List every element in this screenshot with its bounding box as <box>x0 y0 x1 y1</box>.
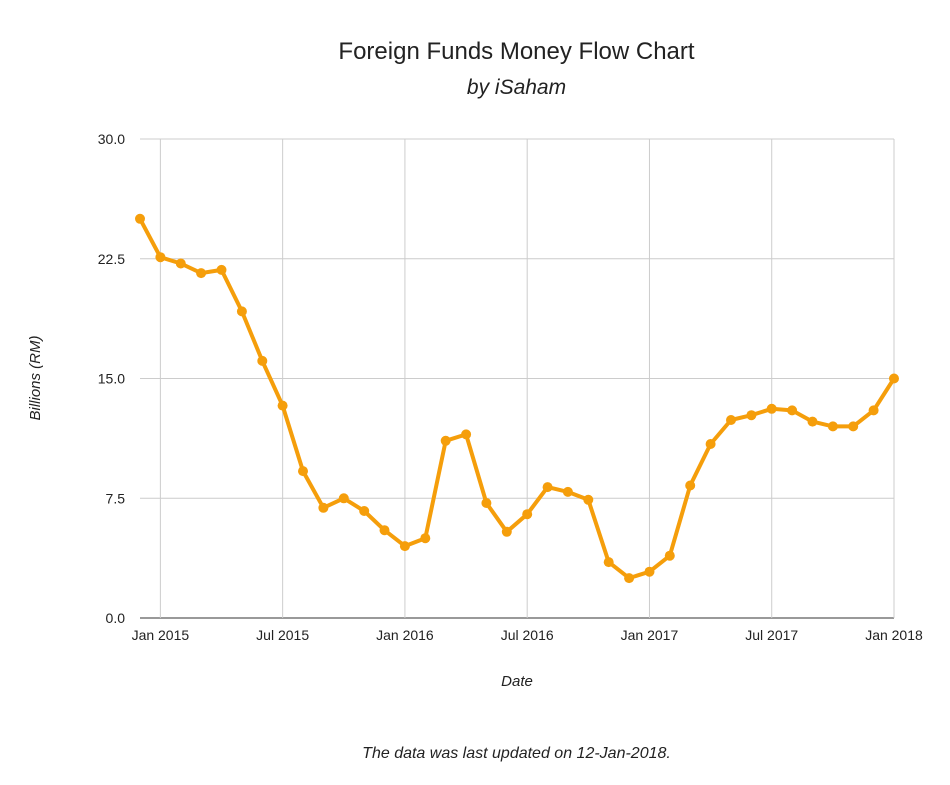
data-point <box>624 573 635 584</box>
data-point <box>175 258 186 269</box>
x-tick-label: Jul 2017 <box>745 627 798 643</box>
data-point <box>196 268 207 279</box>
data-point <box>685 480 696 491</box>
data-point <box>379 525 390 536</box>
y-axis-ticks: 0.0 7.5 15.0 22.5 30.0 <box>98 131 125 626</box>
data-point <box>399 541 410 552</box>
data-point <box>461 429 472 440</box>
y-tick-label: 22.5 <box>98 251 125 267</box>
data-point <box>236 306 247 317</box>
data-point <box>583 494 594 505</box>
data-point <box>562 486 573 497</box>
x-tick-label: Jul 2015 <box>256 627 309 643</box>
last-updated-note: The data was last updated on 12-Jan-2018… <box>362 745 671 762</box>
y-axis-label: Billions (RM) <box>27 335 44 420</box>
data-point <box>257 355 268 366</box>
x-tick-label: Jan 2018 <box>865 627 923 643</box>
y-tick-label: 15.0 <box>98 371 125 387</box>
series-line <box>138 216 896 581</box>
data-point <box>155 252 166 263</box>
series-layer <box>135 213 899 584</box>
data-point <box>522 509 533 520</box>
x-tick-label: Jan 2016 <box>376 627 434 643</box>
data-point <box>787 405 798 416</box>
y-tick-label: 30.0 <box>98 131 125 147</box>
grid-lines <box>140 138 895 619</box>
data-point <box>277 400 288 411</box>
data-point <box>318 502 329 513</box>
data-point <box>440 435 451 446</box>
x-tick-label: Jan 2015 <box>132 627 190 643</box>
x-axis-label: Date <box>501 673 533 690</box>
data-point <box>746 410 757 421</box>
x-tick-label: Jan 2017 <box>621 627 679 643</box>
data-point <box>216 264 227 275</box>
data-point <box>135 213 145 224</box>
data-point <box>420 533 431 544</box>
data-point <box>603 557 614 568</box>
data-point <box>481 498 492 508</box>
y-tick-label: 0.0 <box>106 610 126 626</box>
data-point <box>889 373 899 384</box>
x-tick-label: Jul 2016 <box>501 627 554 643</box>
data-point <box>827 421 838 432</box>
chart-subtitle: by iSaham <box>466 76 567 99</box>
data-point <box>868 405 879 416</box>
y-tick-label: 7.5 <box>106 490 126 506</box>
data-point <box>726 415 736 425</box>
data-point <box>664 550 675 561</box>
data-point <box>359 506 370 516</box>
data-point <box>644 566 655 577</box>
data-point <box>501 526 512 537</box>
data-point <box>542 482 553 493</box>
data-point <box>766 403 777 414</box>
data-point <box>848 421 859 432</box>
chart-title: Foreign Funds Money Flow Chart <box>338 38 695 65</box>
x-axis-ticks: Jan 2015 Jul 2015 Jan 2016 Jul 2016 Jan 2017… <box>132 627 923 643</box>
data-point <box>705 439 716 449</box>
data-point <box>807 416 818 427</box>
data-point <box>338 493 349 504</box>
data-point <box>298 466 308 477</box>
